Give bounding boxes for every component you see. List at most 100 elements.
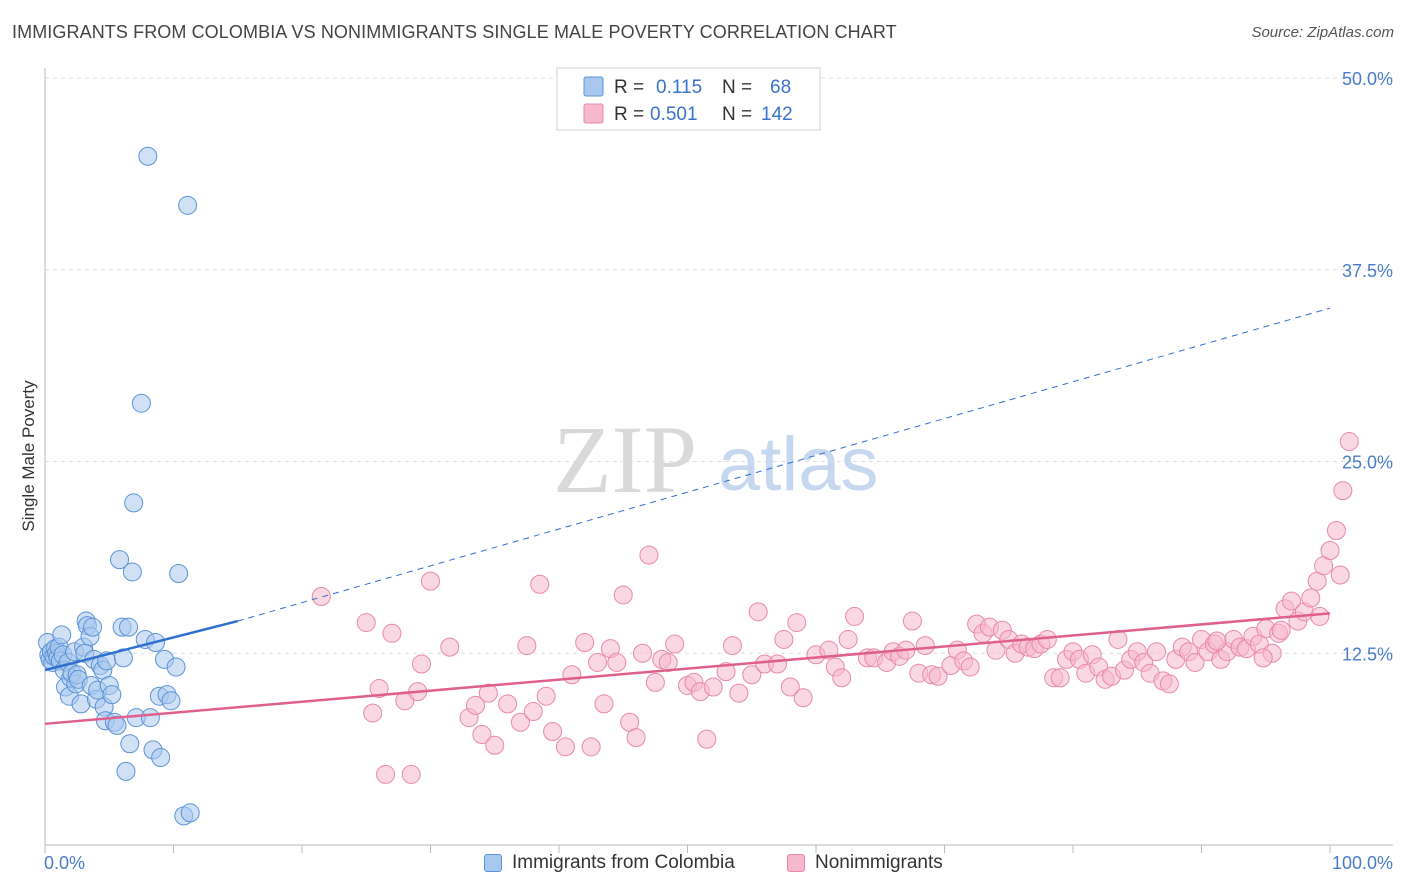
point-nonimmigrants-106 <box>1147 642 1167 662</box>
legend-n-value-1: 68 <box>770 77 791 98</box>
point-nonimmigrants-26 <box>575 633 595 653</box>
point-nonimmigrants-48 <box>729 683 749 703</box>
bottom-legend-label-colombia: Immigrants from Colombia <box>512 852 735 873</box>
point-nonimmigrants-29 <box>594 694 614 714</box>
point-nonimmigrants-7 <box>401 764 421 784</box>
bottom-legend: Immigrants from Colombia Nonimmigrants <box>0 852 1406 878</box>
series-colombia <box>38 146 200 826</box>
x-tick-labels: 0.0% 100.0% <box>44 853 1393 873</box>
point-nonimmigrants-11 <box>440 637 460 657</box>
trend-colombia <box>44 619 239 672</box>
point-colombia-48 <box>120 734 140 754</box>
point-nonimmigrants-21 <box>530 574 550 594</box>
y-tick-label-0: 12.5% <box>1342 644 1393 664</box>
trend-nonimmigrants <box>44 612 1331 726</box>
point-nonimmigrants-45 <box>703 677 723 697</box>
point-nonimmigrants-108 <box>1159 674 1179 694</box>
point-nonimmigrants-49 <box>742 665 762 685</box>
x-tick-label-max: 100.0% <box>1332 853 1393 873</box>
point-nonimmigrants-0 <box>311 586 331 606</box>
point-nonimmigrants-69 <box>902 611 922 631</box>
point-colombia-46 <box>116 761 136 781</box>
point-colombia-52 <box>131 393 151 413</box>
point-nonimmigrants-2 <box>363 703 383 723</box>
point-nonimmigrants-52 <box>767 654 787 674</box>
legend-n-label-1: N = <box>722 77 752 98</box>
point-nonimmigrants-23 <box>543 721 563 741</box>
legend-n-value-2: 142 <box>761 104 793 125</box>
point-colombia-45 <box>113 648 133 668</box>
legend-n-label-2: N = <box>722 104 752 125</box>
watermark-zip: ZIP <box>553 406 697 513</box>
point-nonimmigrants-46 <box>716 662 736 682</box>
point-nonimmigrants-35 <box>633 643 653 663</box>
point-nonimmigrants-34 <box>626 728 646 748</box>
y-tick-label-3: 50.0% <box>1342 69 1393 89</box>
point-colombia-55 <box>140 708 160 728</box>
legend-r-label-1: R = <box>614 77 644 98</box>
point-nonimmigrants-16 <box>485 735 505 755</box>
series-nonimmigrants <box>311 432 1359 784</box>
point-nonimmigrants-137 <box>1330 565 1350 585</box>
point-nonimmigrants-1 <box>356 613 376 633</box>
point-colombia-40 <box>102 685 122 705</box>
point-nonimmigrants-50 <box>748 602 768 622</box>
point-colombia-63 <box>166 657 186 677</box>
point-colombia-62 <box>161 691 181 711</box>
chart-title: IMMIGRANTS FROM COLOMBIA VS NONIMMIGRANT… <box>12 22 897 42</box>
point-colombia-67 <box>180 803 200 823</box>
point-nonimmigrants-24 <box>555 737 575 757</box>
point-colombia-50 <box>124 493 144 513</box>
point-nonimmigrants-62 <box>845 606 865 626</box>
point-nonimmigrants-136 <box>1339 432 1359 452</box>
x-tick-label-min: 0.0% <box>44 853 85 873</box>
y-axis-label: Single Male Poverty <box>19 380 38 532</box>
gridlines <box>45 77 1393 654</box>
y-tick-labels: 12.5% 25.0% 37.5% 50.0% <box>1342 69 1393 664</box>
point-nonimmigrants-54 <box>780 677 800 697</box>
bottom-legend-swatch-blue <box>484 854 502 872</box>
point-colombia-11 <box>52 625 72 645</box>
point-nonimmigrants-40 <box>665 634 685 654</box>
point-nonimmigrants-37 <box>645 672 665 692</box>
axes <box>44 68 1393 853</box>
y-tick-label-1: 25.0% <box>1342 453 1393 473</box>
point-nonimmigrants-19 <box>517 636 537 656</box>
legend-top: R = 0.115 N = 68 R = 0.501 N = 142 <box>556 67 821 131</box>
point-colombia-59 <box>151 748 171 768</box>
point-nonimmigrants-44 <box>697 729 717 749</box>
point-nonimmigrants-112 <box>1185 652 1205 672</box>
point-colombia-49 <box>122 562 142 582</box>
point-nonimmigrants-22 <box>536 686 556 706</box>
point-nonimmigrants-133 <box>1320 540 1340 560</box>
point-nonimmigrants-61 <box>838 629 858 649</box>
point-nonimmigrants-56 <box>793 688 813 708</box>
point-nonimmigrants-47 <box>722 636 742 656</box>
point-nonimmigrants-134 <box>1326 521 1346 541</box>
point-colombia-42 <box>107 715 127 735</box>
point-nonimmigrants-77 <box>960 657 980 677</box>
source-credit: Source: ZipAtlas.com <box>1251 24 1394 41</box>
bottom-legend-swatch-pink <box>787 854 805 872</box>
point-nonimmigrants-17 <box>498 694 518 714</box>
point-nonimmigrants-20 <box>523 702 543 722</box>
point-nonimmigrants-60 <box>832 668 852 688</box>
point-nonimmigrants-18 <box>510 712 530 732</box>
point-nonimmigrants-14 <box>472 725 492 745</box>
point-nonimmigrants-138 <box>1310 606 1330 626</box>
point-nonimmigrants-58 <box>819 640 839 660</box>
point-nonimmigrants-4 <box>376 764 396 784</box>
point-nonimmigrants-130 <box>1301 588 1321 608</box>
point-nonimmigrants-5 <box>382 623 402 643</box>
point-nonimmigrants-53 <box>774 629 794 649</box>
watermark-atlas: atlas <box>718 422 879 507</box>
point-colombia-30 <box>83 617 103 637</box>
legend-r-label-2: R = <box>614 104 644 125</box>
legend-r-value-2: 0.501 <box>650 104 698 125</box>
point-nonimmigrants-32 <box>613 585 633 605</box>
point-nonimmigrants-9 <box>412 654 432 674</box>
point-nonimmigrants-25 <box>562 665 582 685</box>
point-nonimmigrants-141 <box>1207 631 1227 651</box>
watermark: ZIP atlas <box>553 406 879 513</box>
